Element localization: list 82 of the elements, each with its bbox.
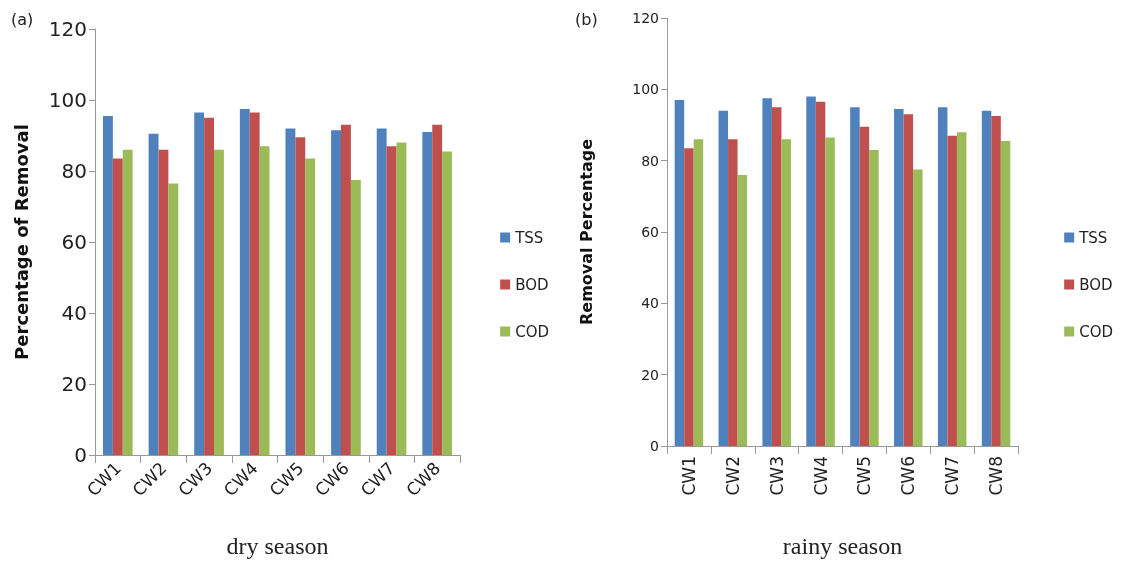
y-tick-label: 20 — [641, 366, 659, 383]
y-tick-label: 20 — [61, 372, 87, 396]
legend-label: TSS — [1078, 228, 1108, 247]
bar — [112, 158, 123, 455]
legend-label: COD — [515, 322, 550, 341]
x-tick-label: CW7 — [942, 456, 963, 496]
bar — [295, 137, 306, 455]
y-tick-label: 0 — [74, 443, 87, 467]
bar — [806, 96, 816, 446]
bar — [869, 149, 879, 446]
bar — [386, 146, 397, 455]
y-tick-label: 40 — [641, 295, 659, 312]
legend-label: BOD — [515, 275, 549, 294]
bar — [825, 137, 835, 446]
y-tick-label: 80 — [61, 159, 87, 183]
x-tick-label: CW3 — [766, 456, 787, 496]
legend-label: TSS — [514, 228, 544, 247]
x-tick-label: CW6 — [898, 456, 919, 496]
bar — [168, 183, 179, 455]
bar — [728, 139, 738, 446]
x-axis-title: rainy season — [782, 533, 903, 559]
bar — [718, 110, 729, 446]
bar — [331, 130, 341, 455]
bar — [122, 149, 133, 455]
bar — [396, 142, 407, 455]
bar — [762, 98, 772, 446]
bar — [259, 146, 270, 455]
bar — [1000, 141, 1011, 446]
chart-title: (a) — [11, 9, 34, 29]
chart-title: (b) — [575, 9, 598, 29]
bar — [305, 158, 316, 455]
bar — [422, 131, 433, 455]
y-tick-label: 40 — [61, 301, 87, 325]
bar — [981, 110, 992, 446]
bar — [684, 148, 694, 446]
bar — [350, 179, 361, 455]
x-tick-label: CW1 — [678, 456, 699, 496]
bar — [815, 101, 826, 446]
x-tick-label: CW8 — [986, 456, 1007, 496]
bar — [376, 128, 387, 455]
bar — [737, 174, 748, 446]
bar — [781, 139, 791, 446]
bar — [894, 108, 904, 446]
bar — [204, 117, 215, 455]
bar — [432, 124, 443, 455]
bar — [937, 107, 948, 446]
bar — [674, 100, 685, 446]
bar — [947, 135, 957, 446]
y-tick-label: 60 — [641, 224, 659, 240]
bar — [903, 114, 914, 446]
y-tick-label: 60 — [61, 230, 87, 254]
bar — [859, 126, 870, 446]
x-tick-label: CW5 — [854, 456, 875, 496]
y-tick-label: 100 — [48, 88, 87, 112]
x-axis-title: dry season — [226, 533, 329, 559]
x-tick-label: CW4 — [810, 456, 831, 496]
bar — [991, 116, 1001, 446]
bar — [249, 112, 260, 455]
bar — [913, 169, 923, 446]
y-tick-label: 120 — [48, 17, 87, 41]
bar — [102, 115, 113, 455]
bar — [194, 112, 205, 455]
y-tick-label: 120 — [632, 10, 659, 26]
legend-label: COD — [1079, 322, 1114, 341]
bar — [442, 151, 453, 455]
y-axis-title: Removal Percentage — [576, 138, 596, 326]
y-axis-title: Percentage of Removal — [10, 124, 32, 360]
bar — [956, 132, 967, 446]
bar — [340, 124, 351, 455]
y-tick-label: 100 — [632, 81, 659, 98]
y-tick-label: 0 — [650, 438, 659, 454]
bar — [158, 149, 169, 455]
bar — [239, 108, 250, 455]
x-tick-label: CW2 — [722, 456, 743, 496]
bar — [214, 149, 224, 455]
bar — [285, 128, 296, 455]
bar — [148, 133, 159, 455]
bar — [771, 107, 782, 446]
legend-label: BOD — [1079, 275, 1113, 294]
bar — [850, 107, 860, 446]
bar — [693, 139, 704, 446]
y-tick-label: 80 — [641, 152, 659, 169]
